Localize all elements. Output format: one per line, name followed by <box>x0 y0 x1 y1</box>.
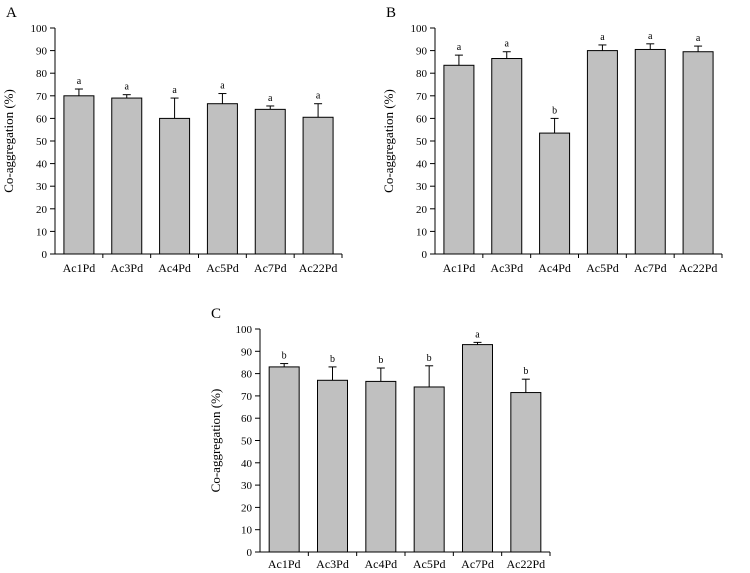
y-tick-label: 50 <box>36 136 48 148</box>
y-tick-label: 50 <box>241 436 253 448</box>
x-tick-label: Ac5Pd <box>413 557 446 571</box>
y-tick-label: 80 <box>241 369 253 381</box>
chart-panel-b: B Co-aggregation (%) 0 10 20 30 40 50 60 70 80 90 10… <box>381 5 723 275</box>
y-axis-label: Co-aggregation (%) <box>381 89 396 193</box>
y-tick-label: 20 <box>416 204 428 216</box>
y-tick-label: 10 <box>416 226 428 238</box>
y-tick-label: 20 <box>241 502 253 514</box>
significance-label: a <box>696 33 701 44</box>
bar-ac1pd <box>63 95 95 255</box>
bar-ac7pd <box>254 108 286 255</box>
x-tick-label: Ac5Pd <box>206 261 239 275</box>
bar-ac22pd <box>302 116 334 255</box>
significance-label: a <box>268 93 273 104</box>
significance-label: a <box>600 32 605 43</box>
x-tick-label: Ac22Pd <box>299 261 338 275</box>
bar-ac3pd <box>317 379 348 553</box>
significance-label: a <box>77 76 82 87</box>
y-tick-label: 60 <box>36 113 48 125</box>
significance-label: a <box>475 329 480 340</box>
significance-label: a <box>505 39 510 50</box>
significance-label: a <box>172 85 177 96</box>
y-tick-label: 30 <box>416 181 428 193</box>
y-tick-label: 100 <box>236 324 253 336</box>
x-tick-label: Ac22Pd <box>506 557 545 571</box>
significance-label: b <box>282 351 287 362</box>
bar-ac5pd <box>206 103 238 255</box>
bar-ac4pd <box>365 380 397 553</box>
x-tick-label: Ac1Pd <box>443 261 476 275</box>
panel-letter: A <box>6 5 17 21</box>
x-tick-label: Ac3Pd <box>110 261 143 275</box>
chart-panel-a: A Co-aggregation (%) 0 10 20 30 40 50 60 70 80 90 10… <box>1 5 343 275</box>
y-tick-label: 0 <box>247 547 253 559</box>
chart-panel-c: C Co-aggregation (%) 0 10 20 30 40 50 60 70 80 90 10… <box>208 306 551 571</box>
bar-ac1pd <box>268 366 300 553</box>
bar-ac4pd <box>159 117 191 255</box>
bar-ac5pd <box>586 50 618 255</box>
y-tick-label: 80 <box>36 68 48 80</box>
y-tick-label: 90 <box>241 346 253 358</box>
significance-label: a <box>316 91 321 102</box>
y-tick-label: 50 <box>416 136 428 148</box>
bar-ac3pd <box>111 97 143 255</box>
bar-ac5pd <box>413 386 445 553</box>
significance-label: a <box>220 81 225 92</box>
y-tick-label: 60 <box>241 413 253 425</box>
bar-ac1pd <box>443 64 475 255</box>
significance-label: b <box>330 354 335 365</box>
y-tick-label: 20 <box>36 204 48 216</box>
significance-label: b <box>427 353 432 364</box>
x-tick-label: Ac4Pd <box>538 261 571 275</box>
y-tick-label: 0 <box>422 249 428 261</box>
significance-label: a <box>648 31 653 42</box>
bar-ac7pd <box>634 48 666 255</box>
y-tick-label: 70 <box>36 91 48 103</box>
y-axis-label: Co-aggregation (%) <box>1 89 16 193</box>
x-tick-label: Ac5Pd <box>586 261 619 275</box>
y-tick-label: 10 <box>36 226 48 238</box>
y-tick-label: 70 <box>416 91 428 103</box>
x-tick-label: Ac3Pd <box>316 557 349 571</box>
significance-label: b <box>552 105 557 116</box>
x-tick-label: Ac7Pd <box>254 261 287 275</box>
x-tick-label: Ac4Pd <box>158 261 191 275</box>
x-tick-label: Ac3Pd <box>490 261 523 275</box>
bar-ac3pd <box>491 58 523 255</box>
panel-letter: B <box>386 5 396 21</box>
y-tick-label: 90 <box>36 46 48 58</box>
y-tick-label: 70 <box>241 391 253 403</box>
significance-label: b <box>523 366 528 377</box>
significance-label: a <box>125 82 130 93</box>
x-tick-label: Ac7Pd <box>634 261 667 275</box>
significance-label: b <box>378 355 383 366</box>
y-tick-label: 30 <box>36 181 48 193</box>
x-tick-label: Ac7Pd <box>461 557 494 571</box>
significance-label: a <box>457 42 462 53</box>
panel-letter: C <box>211 306 221 322</box>
bar-ac7pd <box>462 344 493 553</box>
bar-ac22pd <box>682 51 714 255</box>
y-tick-label: 80 <box>416 68 428 80</box>
x-tick-label: Ac22Pd <box>679 261 718 275</box>
x-tick-label: Ac1Pd <box>268 557 301 571</box>
y-tick-label: 100 <box>31 23 48 35</box>
y-tick-label: 40 <box>416 159 428 171</box>
y-tick-label: 0 <box>42 249 48 261</box>
y-tick-label: 100 <box>411 23 428 35</box>
x-tick-label: Ac1Pd <box>63 261 96 275</box>
y-tick-label: 90 <box>416 46 428 58</box>
x-tick-label: Ac4Pd <box>364 557 397 571</box>
y-tick-label: 40 <box>36 159 48 171</box>
bar-ac4pd <box>539 132 571 255</box>
y-tick-label: 40 <box>241 458 253 470</box>
y-tick-label: 10 <box>241 525 253 537</box>
y-axis-label: Co-aggregation (%) <box>208 389 223 493</box>
y-tick-label: 60 <box>416 113 428 125</box>
y-tick-label: 30 <box>241 480 253 492</box>
bar-ac22pd <box>510 392 542 553</box>
